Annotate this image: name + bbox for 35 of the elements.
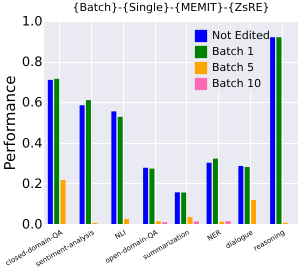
bar xyxy=(124,218,130,224)
bar xyxy=(174,192,180,224)
bar xyxy=(80,105,85,224)
legend-label: Batch 1 xyxy=(212,45,254,58)
bar xyxy=(60,180,66,224)
bar xyxy=(270,37,276,224)
y-tick-label: 0.2 xyxy=(22,176,42,192)
y-tick-label: 0.8 xyxy=(22,55,42,70)
chart-title: {Batch}-{Single}-{MEMIT}-{ZsRE} xyxy=(72,1,270,14)
y-tick-label: 1.0 xyxy=(22,14,42,30)
y-tick-label: 0.6 xyxy=(22,96,42,111)
bar xyxy=(143,168,148,224)
bar xyxy=(251,200,256,224)
bar xyxy=(188,217,193,224)
bar xyxy=(244,166,250,224)
legend-label: Batch 5 xyxy=(212,61,254,74)
bar xyxy=(156,221,161,224)
bar xyxy=(181,192,186,224)
bar xyxy=(54,78,60,224)
bar xyxy=(212,158,218,224)
bar xyxy=(238,166,244,224)
y-axis-title: Performance xyxy=(0,75,19,171)
y-tick-label: 0.4 xyxy=(22,136,42,152)
y-tick-label: 0.0 xyxy=(22,218,42,232)
bar xyxy=(226,221,231,224)
bar xyxy=(48,80,53,224)
legend-label: Not Edited xyxy=(212,29,270,42)
bar xyxy=(118,116,123,224)
bar xyxy=(276,37,282,224)
bar xyxy=(86,100,91,224)
legend-label: Batch 10 xyxy=(212,77,262,90)
bar xyxy=(194,221,199,224)
bar xyxy=(149,168,154,224)
bar xyxy=(111,111,116,224)
bar xyxy=(206,162,212,224)
